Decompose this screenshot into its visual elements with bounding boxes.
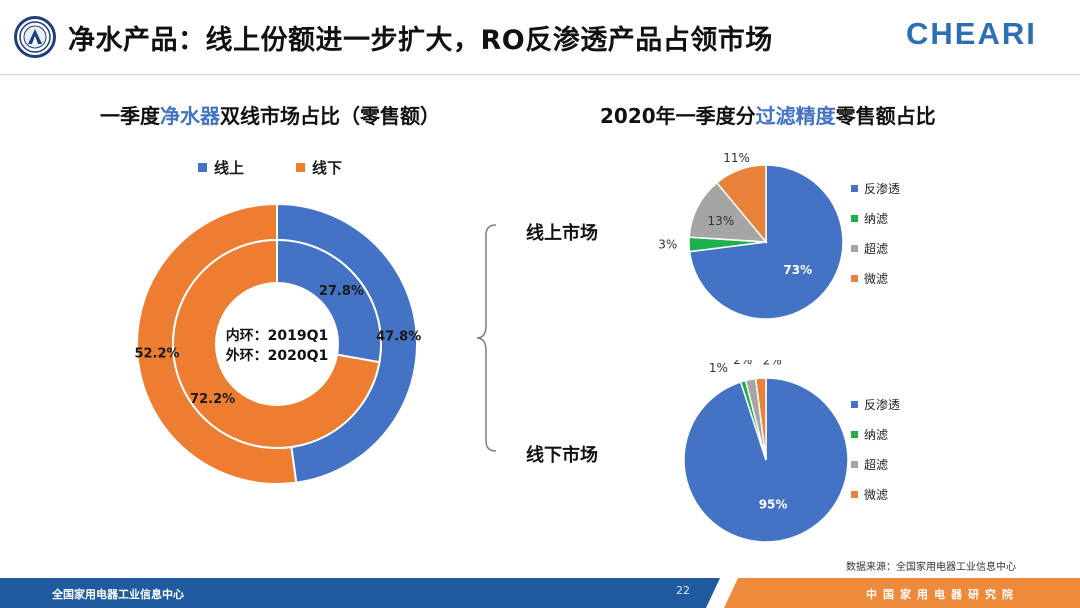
legend-swatch-nf bbox=[851, 214, 858, 222]
footer-bar bbox=[0, 578, 1080, 608]
online-pie-label-3: 11% bbox=[723, 151, 750, 165]
right-chart-title-suffix: 零售额占比 bbox=[835, 104, 936, 128]
legend-swatch-offline bbox=[296, 163, 305, 172]
legend-swatch-nf bbox=[851, 430, 858, 438]
left-chart-title-suffix: 双线市场占比（零售额） bbox=[220, 104, 440, 128]
online-pie-label-2: 13% bbox=[707, 214, 734, 228]
right-chart-title: 2020年一季度分过滤精度零售额占比 bbox=[600, 100, 936, 129]
right-chart-title-prefix: 2020年一季度分 bbox=[600, 104, 756, 128]
market-bracket bbox=[476, 224, 497, 452]
offline-pie-legend: 反渗透 纳滤 超滤 微滤 bbox=[851, 389, 900, 509]
offline-pie-label-1: 1% bbox=[709, 361, 728, 375]
legend-item-nf: 纳滤 bbox=[851, 203, 900, 233]
online-market-label: 线上市场 bbox=[526, 223, 598, 244]
donut-center-line-2: 外环：2020Q1 bbox=[226, 347, 329, 364]
logo-emblem-icon bbox=[19, 21, 51, 53]
offline-pie-label-0: 95% bbox=[759, 498, 788, 512]
donut-hole bbox=[215, 282, 339, 406]
donut-label-inner-1: 72.2% bbox=[190, 392, 235, 407]
legend-item-uf: 超滤 bbox=[851, 233, 900, 263]
offline-market-label: 线下市场 bbox=[526, 445, 598, 466]
donut-chart: 27.8% 72.2% 47.8% 52.2% 内环：2019Q1 外环：2020Q1 bbox=[134, 202, 421, 485]
legend-swatch-mf bbox=[851, 274, 858, 282]
offline-pie-chart: 95% 1% 2% 2% bbox=[683, 360, 849, 543]
legend-label-uf: 超滤 bbox=[864, 241, 889, 256]
online-pie-chart: 73% 3% 13% 11% bbox=[658, 151, 844, 320]
legend-swatch-uf bbox=[851, 460, 858, 468]
brand-logo: CHEARI bbox=[906, 16, 1037, 51]
left-chart-title-prefix: 一季度 bbox=[100, 104, 160, 128]
legend-label-mf: 微滤 bbox=[864, 487, 889, 502]
legend-swatch-ro bbox=[851, 400, 858, 408]
donut-label-inner-0: 27.8% bbox=[319, 284, 364, 299]
online-pie-slice-2 bbox=[688, 181, 768, 243]
legend-label-ro: 反渗透 bbox=[864, 397, 901, 412]
online-pie-label-0: 73% bbox=[783, 263, 812, 277]
online-pie-label-1: 3% bbox=[658, 238, 677, 252]
offline-pie-label-3: 2% bbox=[763, 360, 782, 367]
donut-center-line-1: 内环：2019Q1 bbox=[226, 327, 329, 344]
legend-label-nf: 纳滤 bbox=[864, 427, 889, 442]
legend-label-offline: 线下 bbox=[312, 159, 343, 177]
left-chart-title-highlight: 净水器 bbox=[160, 104, 220, 128]
legend-item-nf: 纳滤 bbox=[851, 419, 900, 449]
legend-item-uf: 超滤 bbox=[851, 449, 900, 479]
data-source-note: 数据来源：全国家用电器工业信息中心 bbox=[846, 562, 1016, 573]
legend-item-mf: 微滤 bbox=[851, 263, 900, 293]
left-chart-title: 一季度净水器双线市场占比（零售额） bbox=[100, 100, 440, 129]
legend-item-ro: 反渗透 bbox=[851, 173, 900, 203]
footer-institute-name: 中国家用电器研究院 bbox=[866, 588, 1019, 601]
donut-label-outer-1: 52.2% bbox=[134, 346, 179, 361]
offline-pie-slice-3 bbox=[754, 377, 767, 461]
online-pie-slice-3 bbox=[715, 164, 767, 245]
legend-swatch-uf bbox=[851, 244, 858, 252]
legend-label-ro: 反渗透 bbox=[864, 181, 901, 196]
legend-swatch-online bbox=[198, 163, 207, 172]
legend-swatch-ro bbox=[851, 184, 858, 192]
title-divider bbox=[0, 74, 1080, 75]
legend-item-mf: 微滤 bbox=[851, 479, 900, 509]
legend-offline: 线下 bbox=[296, 157, 342, 178]
legend-label-nf: 纳滤 bbox=[864, 211, 889, 226]
donut-label-outer-0: 47.8% bbox=[376, 330, 421, 345]
online-pie-legend: 反渗透 纳滤 超滤 微滤 bbox=[851, 173, 900, 293]
legend-label-online: 线上 bbox=[214, 159, 245, 177]
legend-label-uf: 超滤 bbox=[864, 457, 889, 472]
institute-logo bbox=[14, 16, 56, 58]
page-number: 22 bbox=[676, 584, 690, 597]
footer-org-name: 全国家用电器工业信息中心 bbox=[52, 588, 184, 601]
legend-swatch-mf bbox=[851, 490, 858, 498]
page-title: 净水产品：线上份额进一步扩大，RO反渗透产品占领市场 bbox=[68, 25, 773, 56]
right-chart-title-highlight: 过滤精度 bbox=[755, 104, 836, 128]
legend-item-ro: 反渗透 bbox=[851, 389, 900, 419]
legend-label-mf: 微滤 bbox=[864, 271, 889, 286]
offline-pie-label-2: 2% bbox=[733, 360, 752, 367]
legend-online: 线上 bbox=[198, 157, 244, 178]
